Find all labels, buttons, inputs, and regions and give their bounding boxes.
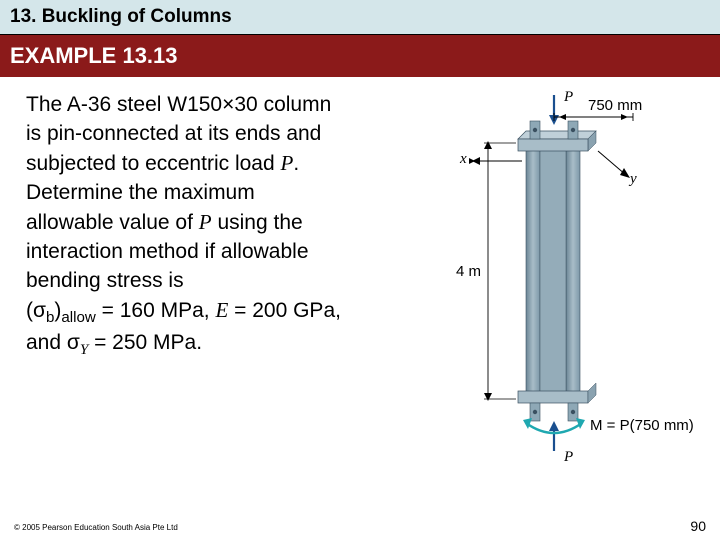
- line4: Determine the maximum: [26, 181, 255, 204]
- label-P-top: P: [564, 89, 573, 106]
- chapter-bar: 13. Buckling of Columns: [0, 0, 720, 35]
- var-P1: P: [280, 151, 293, 175]
- line3c: .: [293, 152, 299, 175]
- times-sym: ×: [222, 93, 234, 116]
- line3a: subjected to eccentric load: [26, 152, 280, 175]
- label-x-axis: x: [460, 151, 467, 168]
- label-ecc: 750 mm: [588, 97, 642, 114]
- l8a: (: [26, 299, 33, 322]
- copyright-footer: © 2005 Pearson Education South Asia Pte …: [14, 523, 178, 532]
- content-area: The A-36 steel W150×30 column is pin-con…: [0, 77, 720, 481]
- label-moment: M = P(750 mm): [590, 417, 694, 434]
- sigma-b: σ: [33, 299, 46, 322]
- line1b: 30 column: [234, 93, 331, 116]
- label-P-bottom: P: [564, 449, 573, 466]
- l9d: = 250 MPa.: [88, 331, 202, 354]
- column-figure: P P 750 mm x y 4 m M = P(750 mm): [430, 91, 702, 481]
- sub-allow: allow: [61, 309, 95, 326]
- label-y-axis: y: [630, 171, 637, 188]
- line2: is pin-connected at its ends and: [26, 122, 321, 145]
- example-title: EXAMPLE 13.13: [10, 43, 178, 68]
- line1a: The A-36 steel W150: [26, 93, 222, 116]
- chapter-title: 13. Buckling of Columns: [10, 6, 232, 27]
- label-height: 4 m: [456, 263, 481, 280]
- sub-Y: Y: [80, 342, 88, 358]
- var-E: E: [215, 298, 228, 322]
- l8f: = 160 MPa,: [96, 299, 216, 322]
- l9a: and: [26, 331, 67, 354]
- line5c: using the: [212, 211, 303, 234]
- var-P2: P: [199, 210, 212, 234]
- line5a: allowable value of: [26, 211, 199, 234]
- line7: bending stress is: [26, 269, 184, 292]
- sigma-Y: σ: [67, 331, 80, 354]
- line6: interaction method if allowable: [26, 240, 309, 263]
- l8h: = 200 GPa,: [228, 299, 341, 322]
- example-bar: EXAMPLE 13.13: [0, 35, 720, 77]
- page-number: 90: [690, 518, 706, 534]
- problem-statement: The A-36 steel W150×30 column is pin-con…: [26, 91, 430, 481]
